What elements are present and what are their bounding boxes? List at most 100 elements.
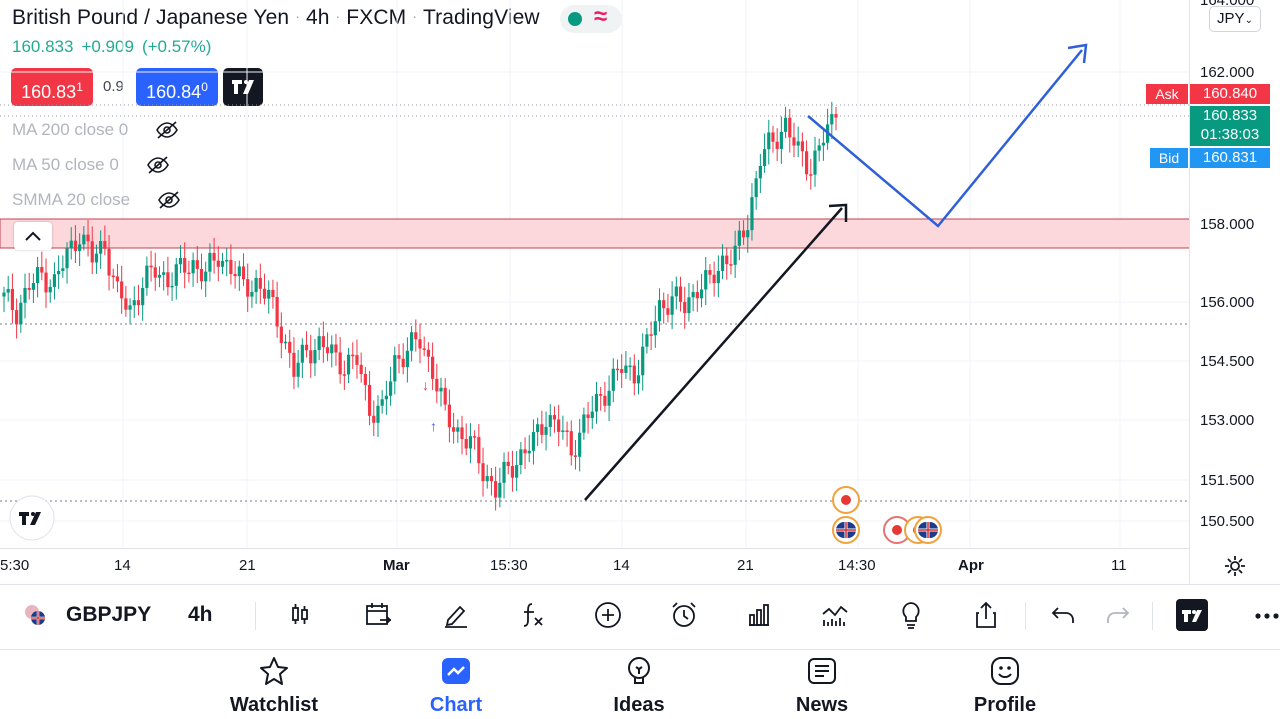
hidden-eye-icon[interactable] (155, 121, 179, 139)
undo-icon[interactable] (1049, 600, 1079, 630)
tradingview-broker-button[interactable] (223, 68, 263, 106)
candle-body (624, 365, 628, 373)
nav-chart[interactable]: Chart (396, 655, 516, 717)
dot-separator: · (295, 8, 300, 24)
economic-event-marker[interactable] (832, 516, 860, 544)
candle-body (94, 253, 99, 263)
candle-body (741, 230, 746, 238)
price-chart[interactable]: ↓ ↑ (0, 0, 1190, 548)
candle-body (674, 286, 678, 297)
resistance-zone[interactable] (0, 218, 1190, 249)
candle-body (578, 432, 582, 457)
candle-body (69, 240, 73, 249)
candle-body (653, 321, 657, 336)
redo-icon[interactable] (1102, 600, 1132, 630)
symbol-title[interactable]: British Pound / Japanese Yen · 4h · FXCM · Tra… (12, 6, 540, 30)
collapse-legend-button[interactable] (14, 222, 52, 250)
candle-body (649, 334, 653, 336)
bottom-toolbar (0, 584, 1280, 650)
candle-body (775, 141, 779, 149)
price-axis-label: 153.000 (1200, 412, 1255, 429)
candle-body (2, 292, 6, 297)
indicator-smma20[interactable]: SMMA 20 close (12, 190, 130, 210)
nav-ideas[interactable]: Ideas (579, 655, 699, 717)
indicator-ma200[interactable]: MA 200 close 0 (12, 120, 128, 140)
chevron-up-icon (25, 231, 41, 241)
candle-body (300, 344, 304, 363)
economic-event-marker[interactable] (832, 486, 860, 514)
hidden-eye-icon[interactable] (146, 156, 170, 174)
candle-body (788, 117, 792, 138)
candle-body (510, 466, 515, 478)
candle-body (746, 230, 750, 238)
candle-body (6, 289, 10, 293)
candle-body (485, 476, 489, 482)
candle-body (246, 279, 250, 297)
candle-body (720, 255, 725, 271)
candle-body (725, 255, 729, 265)
candle-body (523, 449, 527, 454)
nav-profile[interactable]: Profile (945, 655, 1065, 717)
candle-body (376, 405, 380, 423)
candle-body (800, 141, 804, 152)
indicators-icon[interactable] (820, 600, 850, 630)
lightbulb-icon (628, 657, 650, 684)
indicator-ma50[interactable]: MA 50 close 0 (12, 155, 119, 175)
candle-body (687, 297, 691, 314)
time-axis-label: 21 (737, 557, 754, 574)
more-icon[interactable] (1254, 612, 1280, 620)
candle-body (141, 287, 145, 306)
candle-body (355, 355, 359, 365)
projection-drawings[interactable] (584, 43, 1088, 501)
price-axis-label: 164.000 (1200, 0, 1255, 9)
calendar-compare-icon[interactable] (364, 600, 394, 630)
candle-body (834, 114, 838, 118)
candle-body (552, 415, 557, 420)
bar-chart-icon[interactable] (744, 600, 774, 630)
candle-body (615, 368, 620, 371)
hidden-eye-icon[interactable] (157, 191, 181, 209)
buy-button[interactable]: 160.840 (136, 68, 218, 106)
dot-separator: · (335, 8, 341, 24)
alarm-icon[interactable] (669, 600, 699, 630)
time-axis[interactable] (0, 548, 1190, 585)
price-axis-label: 150.500 (1200, 513, 1255, 530)
plus-circle-icon[interactable] (593, 600, 623, 630)
trend-arrow-line[interactable] (584, 207, 843, 501)
candle-body (796, 141, 800, 146)
economic-event-marker[interactable] (914, 516, 942, 544)
currency-selector[interactable]: JPY⌄ (1209, 6, 1261, 32)
nav-watchlist[interactable]: Watchlist (214, 655, 334, 717)
nav-news[interactable]: News (762, 655, 882, 717)
gear-icon[interactable] (1223, 554, 1247, 578)
candle-body (586, 414, 590, 419)
candle-body (494, 481, 498, 498)
function-icon[interactable] (518, 600, 548, 630)
candle-body (292, 352, 296, 377)
candle-body (762, 149, 767, 166)
symbol-search-button[interactable]: GBPJPY (66, 603, 152, 626)
candles-icon[interactable] (285, 600, 315, 630)
candle-body (456, 427, 460, 432)
candle-body (792, 137, 796, 146)
candle-body (40, 266, 44, 273)
candle-body (431, 356, 435, 379)
candle-body (346, 354, 351, 375)
draw-pen-icon[interactable] (442, 600, 472, 630)
tradingview-logo-icon[interactable] (1176, 599, 1208, 631)
candle-body (809, 174, 813, 176)
candle-body (233, 274, 237, 277)
candle-body (178, 257, 183, 265)
projection-path[interactable] (807, 49, 1083, 228)
candle-body (750, 197, 754, 231)
interval-button[interactable]: 4h (188, 603, 213, 626)
candle-body (645, 334, 649, 347)
sell-button[interactable]: 160.831 (11, 68, 93, 106)
lightbulb-icon[interactable] (896, 600, 926, 630)
approx-icon: ≈ (594, 3, 608, 30)
candle-body (670, 296, 674, 315)
tradingview-watermark[interactable] (9, 495, 55, 541)
candle-body (225, 259, 229, 262)
candle-body (603, 395, 607, 406)
share-icon[interactable] (971, 600, 1001, 630)
